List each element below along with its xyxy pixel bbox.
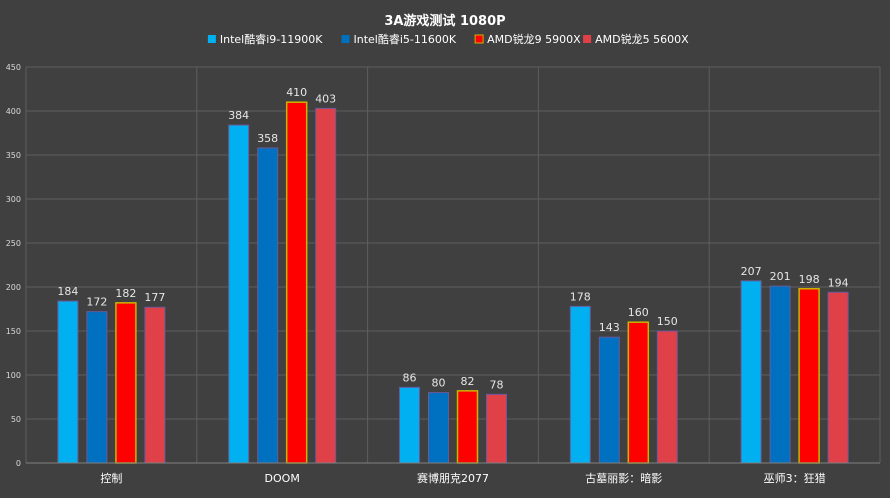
data-label: 143 — [599, 321, 620, 334]
legend-label: AMD锐龙5 5600X — [595, 32, 689, 46]
data-label: 182 — [115, 287, 136, 300]
bar — [569, 305, 591, 464]
legend-label: Intel酷睿i9-11900K — [220, 32, 323, 46]
y-tick-label: 400 — [6, 107, 21, 116]
data-label: 184 — [57, 285, 78, 298]
legend-label: AMD锐龙9 5900X — [487, 32, 581, 46]
y-tick-label: 50 — [11, 415, 21, 424]
bar — [456, 390, 479, 464]
data-label: 384 — [228, 109, 249, 122]
y-tick-label: 200 — [6, 283, 21, 292]
bar — [798, 288, 820, 464]
data-label: 198 — [799, 273, 820, 286]
data-label: 207 — [741, 265, 762, 278]
legend-swatch — [207, 35, 216, 43]
data-label: 82 — [461, 375, 475, 388]
bar — [315, 107, 337, 464]
legend: Intel酷睿i9-11900K Intel酷睿i5-11600K AMD锐龙9 5… — [207, 32, 689, 46]
y-tick-label: 250 — [6, 239, 21, 248]
x-axis: 控制 DOOM 赛博朋克2077 古墓丽影：暗影 巫师3：狂猎 — [26, 462, 880, 485]
data-label: 201 — [770, 270, 791, 283]
bars — [57, 101, 849, 464]
bar — [428, 392, 449, 464]
bar — [115, 302, 137, 464]
bar — [656, 330, 678, 464]
y-tick-label: 100 — [6, 371, 21, 380]
bar — [144, 306, 166, 464]
y-tick-label: 350 — [6, 151, 21, 160]
x-tick-label: 古墓丽影：暗影 — [585, 471, 662, 485]
data-label: 403 — [315, 92, 336, 105]
data-label: 172 — [86, 296, 107, 309]
y-tick-label: 450 — [6, 63, 21, 72]
x-tick-label: DOOM — [265, 472, 300, 485]
y-tick-label: 300 — [6, 195, 21, 204]
legend-label: Intel酷睿i5-11600K — [354, 32, 457, 46]
legend-swatch — [474, 34, 484, 44]
y-tick-label: 150 — [6, 327, 21, 336]
bar — [257, 147, 279, 464]
x-tick-label: 巫师3：狂猎 — [764, 471, 826, 485]
data-label: 358 — [257, 132, 278, 145]
bar — [228, 124, 250, 464]
legend-swatch — [341, 35, 350, 43]
bar — [598, 336, 620, 464]
data-label: 194 — [828, 276, 849, 289]
data-label: 410 — [286, 86, 307, 99]
data-label: 160 — [628, 306, 649, 319]
data-label: 80 — [432, 377, 446, 390]
gridlines — [25, 66, 881, 464]
y-tick-label: 0 — [16, 459, 21, 468]
data-label: 150 — [657, 315, 678, 328]
x-tick-label: 控制 — [100, 471, 122, 485]
bar — [399, 386, 420, 464]
bar — [86, 311, 108, 464]
data-label: 177 — [144, 291, 165, 304]
x-tick-label: 赛博朋克2077 — [417, 471, 489, 485]
bar — [827, 291, 849, 464]
chart-title: 3A游戏测试 1080P — [384, 13, 505, 29]
bar — [486, 393, 507, 464]
legend-swatch — [583, 35, 592, 43]
data-label: 78 — [490, 378, 504, 391]
data-label: 86 — [403, 371, 417, 384]
bar — [57, 300, 79, 464]
data-label: 178 — [570, 290, 591, 303]
bar — [627, 321, 650, 464]
y-axis: 0 50 100 150 200 250 300 350 400 450 — [6, 63, 21, 468]
bar — [769, 285, 791, 464]
bar — [285, 101, 308, 464]
data-labels: 184 384 86 178 207 172 358 80 143 201 182 410 82 160 1… — [57, 86, 848, 391]
bar — [740, 280, 762, 464]
